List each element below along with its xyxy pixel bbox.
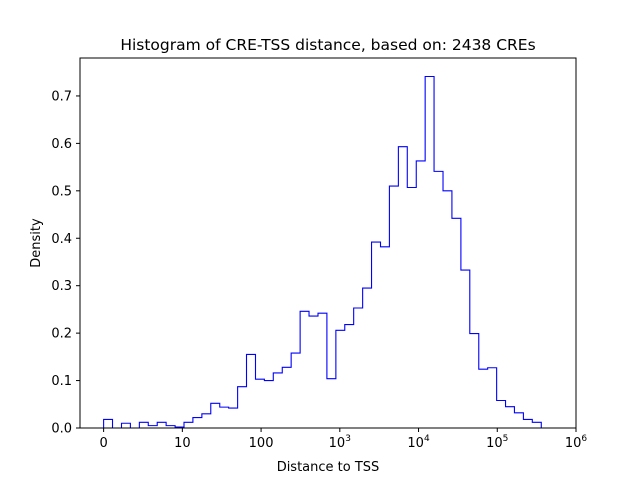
histogram-step-line xyxy=(103,75,542,429)
x-tick-label: 0 xyxy=(99,436,107,451)
x-axis-label: Distance to TSS xyxy=(277,460,380,475)
x-tick-label: 105 xyxy=(486,434,508,451)
x-tick-label: 100 xyxy=(249,436,274,451)
y-tick-label: 0.1 xyxy=(51,374,72,389)
x-tick-label: 10 xyxy=(174,436,191,451)
y-tick-label: 0.0 xyxy=(51,422,72,437)
y-tick-label: 0.2 xyxy=(51,327,72,342)
y-tick-labels: 0.0 0.1 0.2 0.3 0.4 0.5 0.6 0.7 xyxy=(51,89,72,436)
y-axis-label: Density xyxy=(29,218,44,268)
ticks-layer xyxy=(76,95,577,432)
x-tick-label: 103 xyxy=(329,434,351,451)
chart-title: Histogram of CRE-TSS distance, based on:… xyxy=(120,36,535,54)
x-tick-label: 104 xyxy=(407,434,430,451)
y-tick-label: 0.5 xyxy=(51,184,72,199)
y-tick-label: 0.7 xyxy=(51,89,72,104)
y-tick-label: 0.3 xyxy=(51,279,72,294)
y-tick-label: 0.4 xyxy=(51,232,72,247)
y-tick-label: 0.6 xyxy=(51,137,72,152)
plot-frame xyxy=(79,57,577,429)
x-tick-labels: 0 10 100 103 104 105 106 xyxy=(99,434,587,451)
x-tick-label: 106 xyxy=(565,434,588,451)
